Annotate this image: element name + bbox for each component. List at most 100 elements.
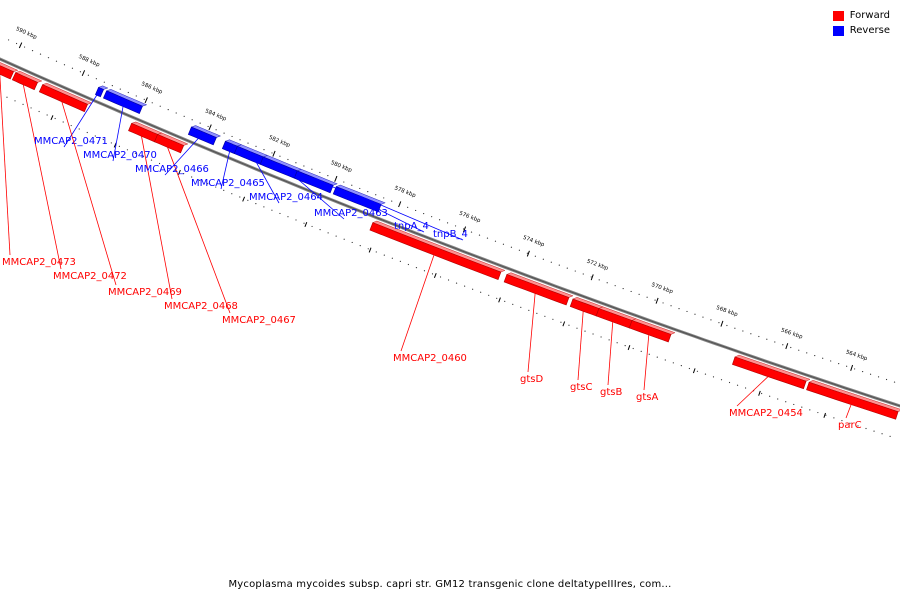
scale-dot xyxy=(391,200,393,202)
scale-dot xyxy=(526,252,528,254)
scale-dot xyxy=(817,411,819,414)
scale-dot xyxy=(801,406,803,408)
sequence-caption: Mycoplasma mycoides subsp. capri str. GM… xyxy=(228,579,672,590)
scale-dot xyxy=(399,203,401,205)
scale-tick-inner xyxy=(368,247,372,253)
gene-MMCAP2_0469[interactable] xyxy=(38,82,93,113)
scale-tick xyxy=(272,150,276,157)
gene-gtsD[interactable] xyxy=(503,272,574,306)
scale-dot xyxy=(7,39,10,41)
scale-tick-inner xyxy=(823,412,826,418)
scale-dot xyxy=(319,171,321,174)
gene-leader-line xyxy=(358,195,464,241)
scale-dot xyxy=(841,419,843,422)
scale-dot xyxy=(833,417,835,419)
scale-tick xyxy=(526,250,530,257)
gene-label: gtsA xyxy=(636,392,658,403)
scale-dot xyxy=(798,349,800,351)
scale-dot xyxy=(431,216,433,218)
scale-tick-label: 568 kbp xyxy=(715,305,739,318)
gene-MMCAP2_0467[interactable] xyxy=(154,132,189,154)
scale-dot xyxy=(127,91,129,94)
scale-dot xyxy=(63,64,66,66)
gene-gtsA[interactable] xyxy=(628,318,676,343)
scale-tick-label: 590 kbp xyxy=(15,26,38,41)
scale-tick xyxy=(655,297,659,304)
scale-dot xyxy=(598,279,600,281)
scale-dot xyxy=(55,60,58,62)
scale-dot xyxy=(143,98,145,100)
scale-dot xyxy=(351,241,353,244)
scale-dot xyxy=(102,138,104,141)
scale-tick-label: 586 kbp xyxy=(140,81,163,96)
gene-MMCAP2_0468[interactable] xyxy=(128,121,163,143)
scale-dot xyxy=(335,178,337,180)
scale-tick xyxy=(785,343,789,350)
scale-dot xyxy=(616,342,618,344)
gene-parC[interactable] xyxy=(806,380,900,420)
scale-tick-inner xyxy=(758,390,761,396)
gene-label: tnpA_4 xyxy=(394,221,429,232)
scale-dot xyxy=(648,353,650,355)
gene-leader-line xyxy=(220,143,232,190)
scale-dot xyxy=(702,316,704,318)
scale-dot xyxy=(351,184,353,186)
scale-dot xyxy=(814,354,816,357)
scale-dot xyxy=(375,194,377,196)
gene-MMCAP2_0472[interactable] xyxy=(11,70,43,91)
gene-MMCAP2_0460[interactable] xyxy=(369,220,506,280)
gene-MMCAP2_0465[interactable] xyxy=(221,139,243,154)
gene-MMCAP2_0466[interactable] xyxy=(187,125,222,146)
scale-tick-inner xyxy=(177,169,181,175)
scale-dot xyxy=(183,173,185,175)
scale-dot xyxy=(6,96,8,98)
legend: Forward Reverse xyxy=(832,8,890,38)
scale-dot xyxy=(809,409,811,411)
gene-label: gtsB xyxy=(600,387,622,398)
scale-dot xyxy=(869,373,872,375)
scale-dot xyxy=(343,238,345,240)
scale-dot xyxy=(87,74,89,76)
gene-MMCAP2_0473[interactable] xyxy=(0,61,19,80)
scale-dot xyxy=(504,300,506,302)
scale-dot xyxy=(199,122,201,124)
legend-reverse-label: Reverse xyxy=(849,25,890,36)
scale-dot xyxy=(247,199,249,201)
gene-arrow xyxy=(732,356,807,390)
scale-tick-inner xyxy=(304,221,308,227)
scale-dot xyxy=(367,248,369,250)
scale-dot xyxy=(166,166,169,168)
genome-backbone xyxy=(0,57,900,408)
scale-dot xyxy=(191,119,193,121)
scale-tick xyxy=(18,42,23,49)
gene-MMCAP2_0470[interactable] xyxy=(103,89,148,114)
scale-dot xyxy=(678,308,680,310)
gene-arrow xyxy=(103,90,143,114)
scale-dot xyxy=(47,57,50,59)
scale-dot xyxy=(118,145,120,147)
scale-dot xyxy=(343,181,345,183)
scale-dot xyxy=(696,370,699,372)
scale-dot xyxy=(287,158,289,161)
scale-dot xyxy=(271,152,273,154)
scale-dot xyxy=(502,243,505,245)
gene-leader-line xyxy=(400,254,435,352)
scale-dot xyxy=(311,168,313,170)
scale-dot xyxy=(167,108,169,111)
scale-dot xyxy=(638,293,640,295)
scale-tick xyxy=(850,364,854,371)
scale-dot xyxy=(46,114,48,116)
scale-dot xyxy=(534,255,536,257)
scale-dot xyxy=(359,245,361,247)
gene-label: MMCAP2_0472 xyxy=(53,271,127,282)
scale-dot xyxy=(542,258,544,260)
gene-tnpA_4[interactable] xyxy=(293,169,338,194)
gene-label: MMCAP2_0454 xyxy=(729,408,803,419)
scale-dot xyxy=(790,346,792,349)
gene-labels: MMCAP2_0473 MMCAP2_0472 MMCAP2_0471 MMCAP2_… xyxy=(0,74,862,431)
reverse-swatch xyxy=(832,25,844,36)
scale-dot xyxy=(536,312,538,314)
scale-dot xyxy=(736,384,739,386)
scale-dot xyxy=(231,193,233,195)
gene-MMCAP2_0454[interactable] xyxy=(732,354,811,390)
